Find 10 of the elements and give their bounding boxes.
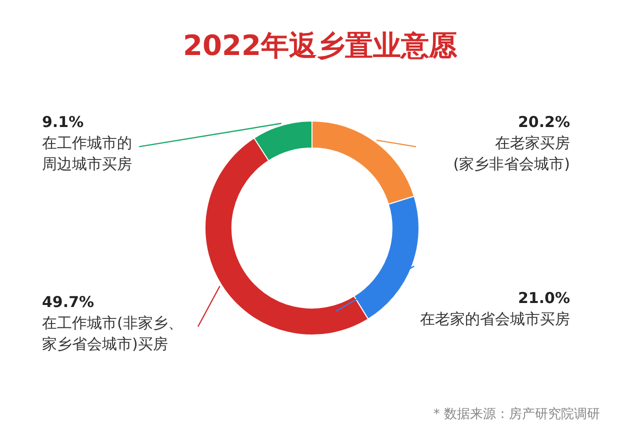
slice-label: 在工作城市的周边城市买房 — [42, 133, 133, 175]
data-label: 9.1% — [42, 112, 85, 133]
data-label: 49.7% — [42, 292, 96, 313]
data-label: 21.0% — [516, 288, 570, 309]
slice-label: 在老家买房(家乡非省会城市) — [452, 133, 570, 175]
slice-label: 在工作城市(非家乡、家乡省会城市)买房 — [42, 313, 184, 355]
chart-title: 2022年返乡置业意愿 — [183, 29, 458, 62]
text: * 数据来源：房产研究院调研 — [433, 406, 600, 422]
slice-label: 在老家的省会城市买房 — [419, 309, 570, 330]
data-label: 20.2% — [516, 112, 570, 133]
